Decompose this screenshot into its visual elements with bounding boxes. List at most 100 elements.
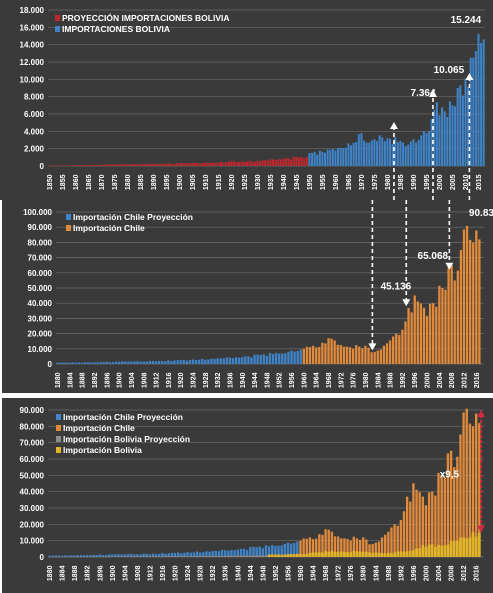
bar — [113, 164, 116, 166]
bar — [102, 164, 105, 166]
bar — [246, 549, 249, 557]
bar — [377, 552, 381, 557]
bar — [361, 348, 364, 364]
bar — [161, 361, 164, 364]
bar — [245, 555, 249, 557]
bar — [65, 362, 68, 364]
x-tick-label: 2000 — [423, 565, 430, 581]
bar — [230, 161, 233, 166]
bar — [383, 553, 387, 557]
bar — [340, 538, 343, 557]
bar — [380, 537, 384, 557]
bar — [180, 553, 183, 557]
bar — [382, 345, 386, 364]
y-tick-label: 20.000 — [20, 520, 45, 529]
bar — [383, 141, 386, 166]
bar — [216, 358, 219, 364]
bar — [157, 163, 160, 166]
bar — [269, 159, 272, 166]
bar — [224, 550, 227, 557]
x-tick-label: 1916 — [160, 565, 167, 581]
y-tick-label: 0 — [40, 162, 45, 171]
bar — [404, 146, 407, 166]
bar — [77, 362, 81, 364]
x-tick-label: 1940 — [235, 565, 242, 581]
bar — [151, 360, 155, 364]
x-tick-label: 1912 — [147, 565, 154, 581]
bar — [321, 151, 324, 166]
x-tick-label: 1850 — [47, 174, 54, 190]
bar — [405, 551, 409, 557]
bar — [347, 143, 350, 166]
y-tick-label: 90.000 — [28, 223, 53, 232]
legend-swatch — [56, 447, 61, 453]
bar — [268, 353, 272, 364]
bar — [120, 556, 124, 557]
arrow-head-down — [368, 343, 377, 351]
bar — [471, 426, 475, 557]
bar — [182, 359, 185, 364]
bar — [311, 539, 315, 557]
bar — [264, 160, 267, 166]
bar — [358, 346, 361, 364]
x-tick-label: 1940 — [281, 174, 288, 190]
bar — [287, 351, 290, 364]
x-tick-label: 1924 — [191, 372, 198, 388]
bar — [220, 549, 224, 557]
bar — [452, 540, 456, 557]
legend-swatch — [56, 425, 61, 431]
bar — [170, 163, 173, 166]
bar — [286, 542, 290, 557]
bar — [336, 551, 340, 557]
bar — [104, 554, 108, 557]
x-tick-label: 1880 — [47, 565, 54, 581]
value-annotation: 65.068 — [418, 251, 449, 262]
bar — [443, 545, 447, 557]
bar — [161, 553, 164, 557]
bar — [206, 162, 209, 166]
bar — [315, 538, 318, 557]
bar — [59, 362, 62, 364]
bar — [462, 537, 466, 557]
bar — [361, 551, 365, 557]
bar — [248, 555, 252, 557]
bar — [409, 501, 412, 557]
bar — [84, 362, 87, 364]
x-tick-label: 1884 — [60, 565, 67, 581]
bar — [227, 550, 230, 557]
value-annotation: 15.244 — [451, 15, 482, 26]
bar — [204, 359, 207, 364]
bar — [180, 163, 183, 166]
bar — [441, 288, 444, 364]
bar — [465, 538, 469, 557]
bar — [154, 164, 157, 166]
bar — [239, 548, 243, 557]
bar — [448, 101, 451, 166]
bar — [101, 555, 105, 557]
bar — [379, 349, 383, 364]
bar — [277, 159, 280, 166]
bar — [249, 547, 252, 557]
arrow-head-down — [445, 262, 454, 270]
bar — [342, 148, 345, 166]
bar — [175, 163, 178, 166]
bar — [283, 543, 286, 557]
bar — [421, 544, 425, 557]
bar — [407, 144, 410, 166]
bar — [136, 361, 139, 364]
bar — [418, 492, 421, 557]
y-tick-label: 20.000 — [28, 330, 53, 339]
bar — [357, 134, 360, 166]
bar — [209, 162, 212, 166]
x-tick-label: 1916 — [166, 372, 173, 388]
bar — [217, 551, 221, 557]
bar — [145, 553, 148, 557]
bar — [95, 554, 98, 557]
x-tick-label: 1908 — [141, 372, 148, 388]
bar — [349, 552, 353, 557]
bar — [443, 111, 446, 166]
x-tick-label: 2008 — [449, 565, 456, 581]
x-tick-label: 1988 — [386, 565, 393, 581]
bar — [302, 538, 305, 557]
bar — [386, 552, 390, 557]
